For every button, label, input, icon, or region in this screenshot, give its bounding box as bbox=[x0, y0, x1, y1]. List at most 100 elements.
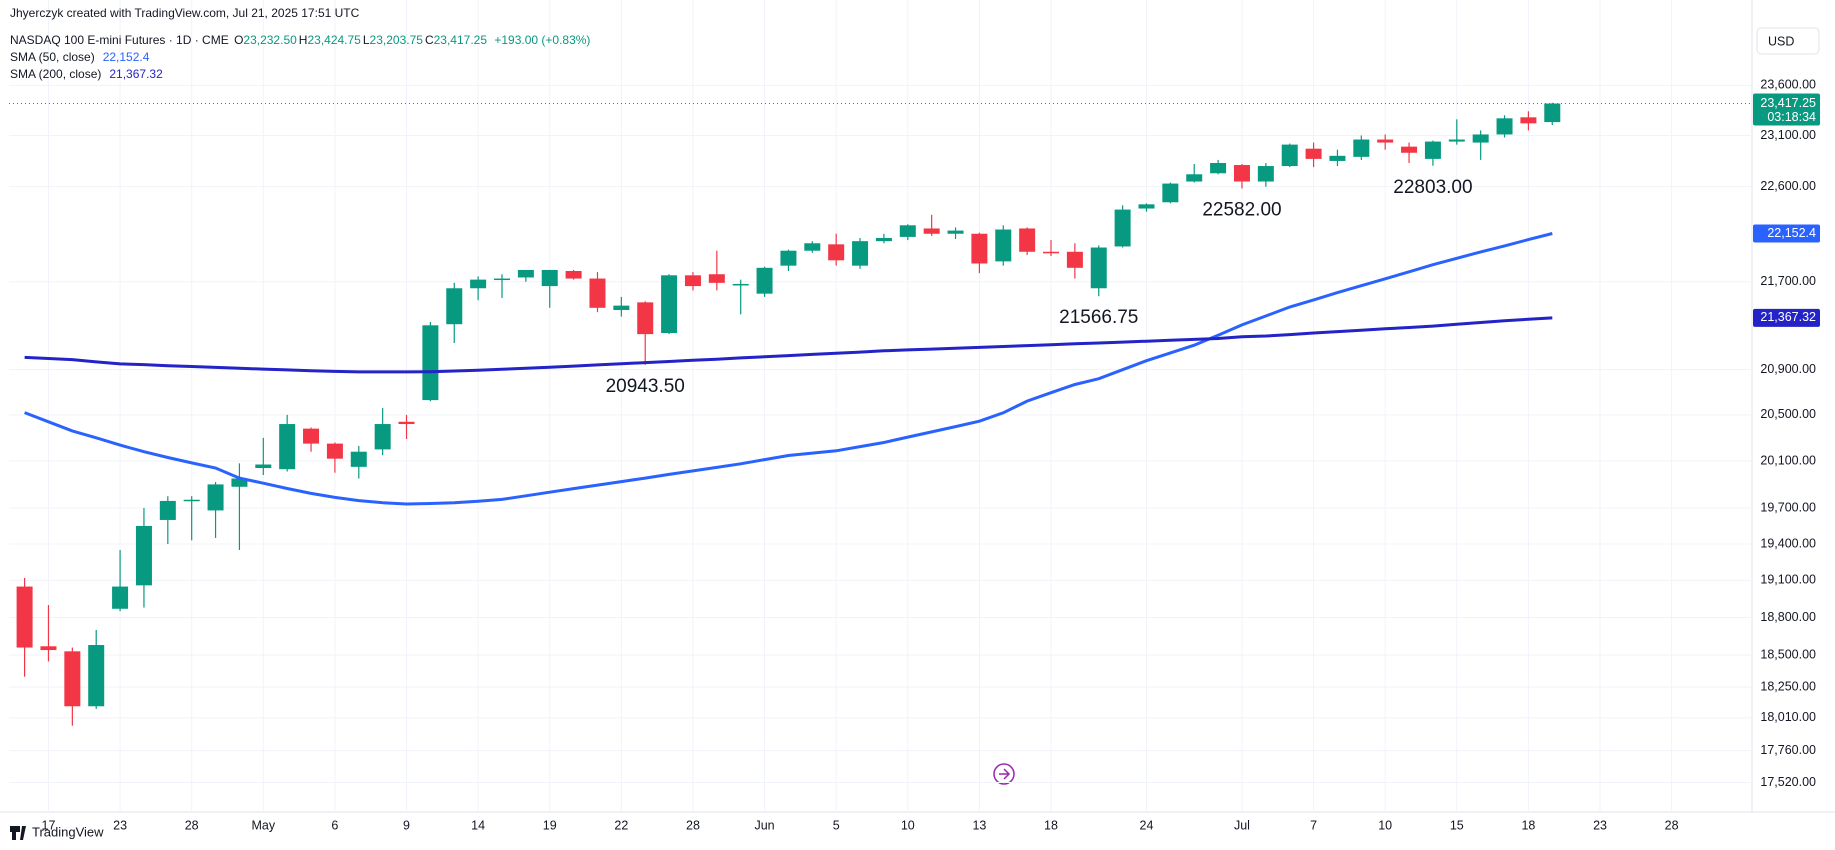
annotation: 22803.00 bbox=[1393, 177, 1472, 198]
x-tick-label: 28 bbox=[185, 818, 199, 832]
candle-body bbox=[1448, 139, 1465, 142]
candle-body bbox=[159, 500, 176, 520]
candle-body bbox=[1329, 155, 1346, 161]
x-tick-label: 5 bbox=[833, 818, 840, 832]
candle-body bbox=[255, 464, 272, 469]
candle-body bbox=[40, 646, 57, 651]
candle-body bbox=[303, 428, 320, 444]
candle-body bbox=[541, 269, 558, 287]
x-tick-label: 28 bbox=[1665, 818, 1679, 832]
y-tick-label: 19,400.00 bbox=[1760, 536, 1816, 550]
candle-body bbox=[899, 225, 916, 237]
x-tick-label: 13 bbox=[972, 818, 986, 832]
candle-body bbox=[1233, 165, 1250, 182]
candle-body bbox=[613, 305, 630, 310]
x-tick-label: 9 bbox=[403, 818, 410, 832]
candle-body bbox=[804, 243, 821, 251]
sma-value: 22,152.4 bbox=[102, 50, 150, 64]
x-tick-label: Jul bbox=[1234, 818, 1250, 832]
y-tick-label: 21,700.00 bbox=[1760, 274, 1816, 288]
candle-body bbox=[1090, 247, 1107, 289]
ohlc-value: 23,424.75 bbox=[307, 33, 361, 47]
candle-body bbox=[517, 269, 534, 278]
ohlc-key: C bbox=[424, 33, 434, 47]
x-tick-label: 28 bbox=[686, 818, 700, 832]
candle-body bbox=[470, 279, 487, 289]
ohlc-key: H bbox=[298, 33, 308, 47]
currency[interactable]: USD bbox=[1768, 34, 1794, 48]
last-price-tag bbox=[1753, 93, 1820, 126]
candle-body bbox=[1377, 139, 1394, 143]
candle-body bbox=[1257, 166, 1274, 182]
sma-price-tag-label: 22,152.4 bbox=[1767, 226, 1816, 240]
x-tick-label: Jun bbox=[754, 818, 774, 832]
ohlc-value: 23,417.25 bbox=[433, 33, 487, 47]
candle-body bbox=[279, 424, 296, 470]
candle-body bbox=[135, 525, 152, 586]
annotation: 20943.50 bbox=[606, 376, 685, 397]
change: +193.00 (+0.83%) bbox=[494, 33, 591, 47]
x-tick-label: 18 bbox=[1521, 818, 1535, 832]
y-tick-label: 19,700.00 bbox=[1760, 500, 1816, 514]
candle-body bbox=[1281, 144, 1298, 167]
x-tick-label: 14 bbox=[471, 818, 485, 832]
candle-body bbox=[16, 586, 33, 648]
candle-body bbox=[1019, 228, 1036, 252]
brand-logo bbox=[10, 826, 26, 840]
candle-body bbox=[1210, 162, 1227, 174]
candle-body bbox=[398, 421, 415, 425]
candle-body bbox=[1496, 118, 1513, 135]
y-tick-label: 19,100.00 bbox=[1760, 573, 1816, 587]
candle-body bbox=[923, 228, 940, 234]
candle-body bbox=[326, 443, 343, 459]
candle-body bbox=[1544, 103, 1561, 123]
x-tick-label: 19 bbox=[543, 818, 557, 832]
candle-body bbox=[1305, 148, 1322, 159]
candle-body bbox=[1424, 141, 1441, 159]
legend-sma200: SMA (200, close) 21,367.32 bbox=[10, 67, 165, 81]
x-tick-label: 10 bbox=[1378, 818, 1392, 832]
candle-body bbox=[708, 274, 725, 283]
sma-line bbox=[24, 232, 1553, 506]
author-line: Jhyerczyk created with TradingView.com, … bbox=[10, 6, 360, 20]
candle-body bbox=[207, 484, 224, 511]
candle-body bbox=[828, 244, 845, 261]
candle-body bbox=[1520, 117, 1537, 124]
candle-body bbox=[589, 278, 606, 308]
y-tick-label: 18,250.00 bbox=[1760, 679, 1816, 693]
candle-body bbox=[732, 283, 749, 286]
candle-body bbox=[1114, 209, 1131, 247]
countdown: 03:18:34 bbox=[1767, 110, 1816, 124]
sma-name: SMA (200, close) bbox=[10, 67, 102, 81]
candle-body bbox=[565, 271, 582, 279]
candle-body bbox=[995, 229, 1012, 262]
x-tick-label: May bbox=[251, 818, 275, 832]
candle-body bbox=[1066, 251, 1083, 268]
candle-body bbox=[350, 451, 367, 467]
candle-body bbox=[1353, 139, 1370, 157]
candle-body bbox=[494, 278, 510, 281]
y-tick-label: 20,100.00 bbox=[1760, 453, 1816, 467]
candle-body bbox=[422, 325, 439, 401]
currency-button[interactable] bbox=[1756, 27, 1820, 55]
y-tick-label: 22,600.00 bbox=[1760, 179, 1816, 193]
x-tick-label: 18 bbox=[1044, 818, 1058, 832]
x-tick-label: 17 bbox=[42, 818, 56, 832]
candle-body bbox=[231, 478, 248, 487]
x-tick-label: 22 bbox=[614, 818, 628, 832]
legend-sma50: SMA (50, close) 22,152.4 bbox=[10, 50, 151, 64]
candle-body bbox=[637, 302, 654, 335]
x-tick-label: 23 bbox=[113, 818, 127, 832]
candle-body bbox=[183, 499, 200, 502]
y-tick-label: 18,800.00 bbox=[1760, 610, 1816, 624]
scroll-icon bbox=[999, 768, 1011, 780]
x-tick-label: 6 bbox=[331, 818, 338, 832]
sma-price-tag bbox=[1753, 224, 1820, 243]
x-tick-label: 15 bbox=[1450, 818, 1464, 832]
y-tick-label: 17,760.00 bbox=[1760, 743, 1816, 757]
sma-price-tag bbox=[1753, 308, 1820, 327]
y-tick-label: 20,500.00 bbox=[1760, 407, 1816, 421]
candle-body bbox=[64, 651, 81, 707]
symbol-title: NASDAQ 100 E-mini Futures · 1D · CME bbox=[10, 33, 229, 47]
